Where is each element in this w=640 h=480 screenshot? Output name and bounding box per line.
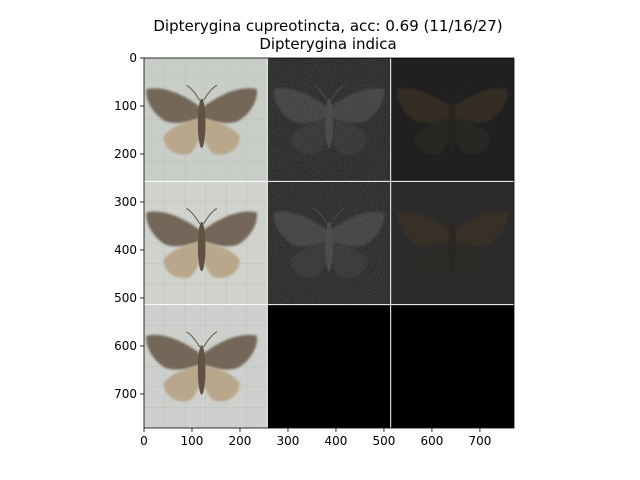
y-tick-label: 300 [114,195,137,209]
y-tick-label: 700 [114,387,137,401]
x-tick-label: 400 [325,434,348,448]
x-tick-label: 600 [420,434,443,448]
moth-figure [396,84,508,155]
moth-figure [396,208,508,278]
moth-figure [273,208,385,278]
x-tick-label: 100 [181,434,204,448]
moth-figure [273,84,385,155]
grid-cell-r2-c2 [390,304,514,428]
y-tick-label: 600 [114,339,137,353]
grid-cell-r1-c0 [144,181,268,305]
x-tick-label: 500 [372,434,395,448]
grid-cell-r2-c1 [267,304,391,428]
axes-frame [143,57,515,429]
y-tick-label: 200 [114,147,137,161]
x-tick-label: 700 [468,434,491,448]
chart-title: Dipterygina cupreotincta, acc: 0.69 (11/… [153,17,503,35]
y-tick-label: 100 [114,99,137,113]
moth-figure [146,208,258,278]
grid-cell-r0-c1 [267,58,391,182]
grid-cell-r0-c0 [144,58,268,182]
chart-subtitle: Dipterygina indica [259,35,397,53]
moth-figure [146,331,258,402]
y-tick-label: 0 [129,51,137,65]
grid-cell-r0-c2 [390,58,514,182]
moth-figure [146,84,258,155]
y-tick-label: 500 [114,291,137,305]
grid-cell-r2-c0 [144,304,268,428]
x-tick-label: 0 [140,434,148,448]
grid-cell-r1-c2 [390,181,514,305]
grid-cell-r1-c1 [267,181,391,305]
x-tick-label: 300 [277,434,300,448]
x-tick-label: 200 [229,434,252,448]
y-tick-label: 400 [114,243,137,257]
